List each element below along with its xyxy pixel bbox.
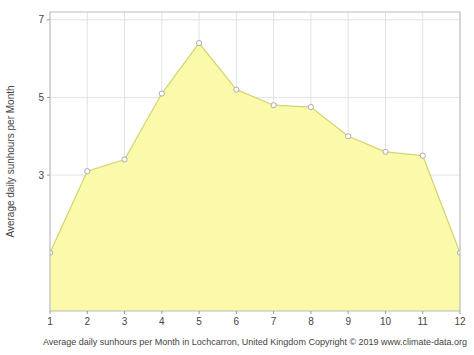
y-axis-label: Average daily sunhours per Month	[5, 85, 16, 237]
x-axis-label: Average daily sunhours per Month in Loch…	[43, 337, 467, 347]
marker	[159, 91, 164, 96]
tick	[50, 311, 51, 314]
marker	[234, 87, 239, 92]
tick	[199, 311, 200, 314]
tick-label: 7	[271, 316, 277, 327]
tick	[47, 175, 50, 176]
marker	[271, 103, 276, 108]
tick-label: 12	[454, 316, 466, 327]
marker	[85, 169, 90, 174]
tick	[385, 311, 386, 314]
grid-line	[50, 19, 460, 20]
line	[50, 43, 460, 253]
tick-label: 3	[38, 170, 44, 181]
axes: 123456789101112357	[38, 14, 466, 327]
tick-label: 5	[38, 92, 44, 103]
tick	[422, 311, 423, 314]
tick-label: 2	[84, 316, 90, 327]
chart: 123456789101112357Average daily sunhours…	[0, 0, 474, 355]
tick	[273, 311, 274, 314]
tick-label: 11	[418, 316, 429, 327]
tick-label: 10	[380, 316, 392, 327]
tick	[460, 311, 461, 314]
tick-label: 9	[345, 316, 351, 327]
grid	[50, 12, 460, 311]
tick	[124, 311, 125, 314]
area	[50, 43, 460, 311]
tick-label: 4	[159, 316, 165, 327]
tick-label: 5	[196, 316, 202, 327]
marker	[346, 134, 351, 139]
tick	[161, 311, 162, 314]
marker	[420, 153, 425, 158]
tick-label: 6	[234, 316, 240, 327]
tick	[87, 311, 88, 314]
tick	[236, 311, 237, 314]
plot-frame	[50, 12, 460, 311]
tick	[47, 19, 50, 20]
tick	[47, 97, 50, 98]
tick-label: 7	[38, 14, 44, 25]
tick-label: 3	[122, 316, 128, 327]
marker	[122, 157, 127, 162]
tick	[310, 311, 311, 314]
marker	[308, 105, 313, 110]
tick-label: 8	[308, 316, 314, 327]
marker	[383, 149, 388, 154]
plot-area	[50, 40, 460, 311]
tick	[348, 311, 349, 314]
marker	[196, 40, 201, 45]
tick-label: 1	[47, 316, 53, 327]
